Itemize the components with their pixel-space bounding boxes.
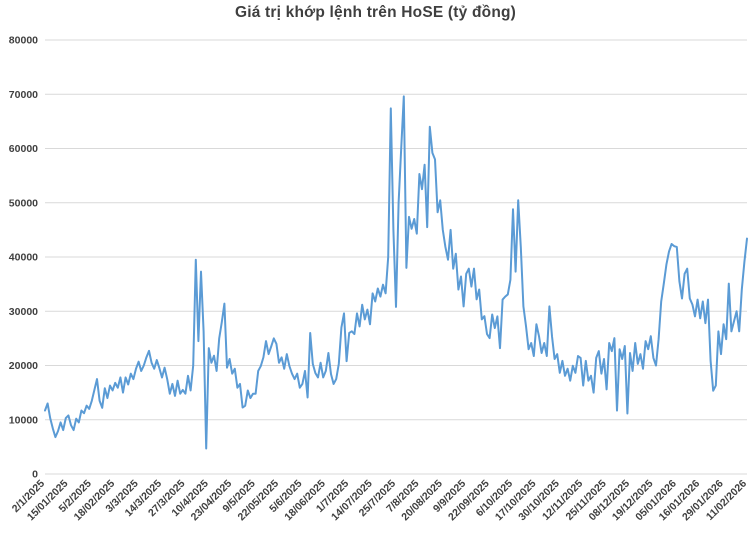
y-axis-label: 20000 <box>9 360 38 372</box>
y-axis-label: 60000 <box>9 143 38 155</box>
y-axis-label: 30000 <box>9 306 38 318</box>
chart-title: Giá trị khớp lệnh trên HoSE (tỷ đồng) <box>234 4 517 21</box>
y-axis-label: 70000 <box>9 89 38 101</box>
y-axis-label: 40000 <box>9 252 38 264</box>
series-line <box>44 95 748 450</box>
y-axis-label: 10000 <box>9 414 38 426</box>
y-axis-label: 50000 <box>9 197 38 209</box>
y-axis-label: 80000 <box>9 35 38 47</box>
y-axis-label: 0 <box>32 469 38 481</box>
